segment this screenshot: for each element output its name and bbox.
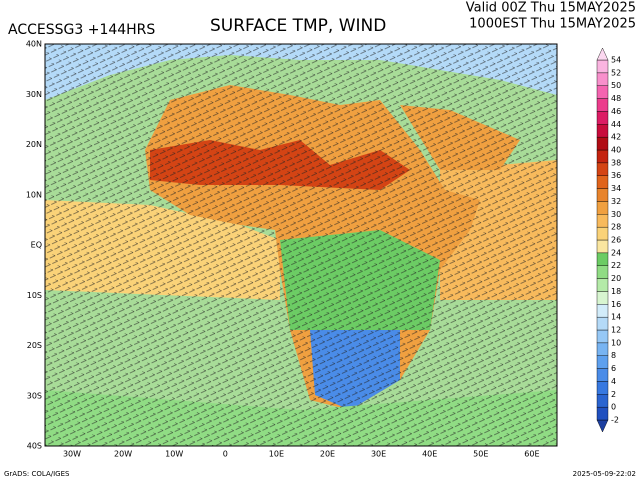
colorbar-label: 40: [611, 146, 621, 155]
timestamp: 2025-05-09-22:02: [573, 470, 636, 478]
local-time: 1000EST Thu 15MAY2025: [469, 17, 636, 32]
colorbar-label: 4: [611, 377, 616, 386]
lon-label: 10E: [269, 450, 284, 459]
colorbar-label: 34: [611, 184, 621, 193]
colorbar-box: [596, 342, 609, 356]
lon-label: 0: [223, 450, 228, 459]
lon-label: 20E: [320, 450, 335, 459]
colorbar-box: [596, 381, 609, 395]
lon-label: 10W: [165, 450, 183, 459]
colorbar-label: 14: [611, 313, 621, 322]
lon-label: 50E: [473, 450, 488, 459]
colorbar-box: [596, 278, 609, 292]
colorbar-label: 12: [611, 326, 621, 335]
valid-time: Valid 00Z Thu 15MAY2025: [466, 1, 636, 16]
colorbar-label: 50: [611, 81, 621, 90]
colorbar-label: 16: [611, 300, 621, 309]
colorbar-box: [596, 316, 609, 331]
colorbar-box: [596, 355, 609, 369]
colorbar-box: [596, 72, 609, 86]
colorbar-box: [596, 111, 609, 125]
colorbar-label: 10: [611, 338, 621, 347]
map-title: SURFACE TMP, WIND: [210, 16, 386, 36]
colorbar-label: 32: [611, 197, 621, 206]
lat-label: 10S: [27, 291, 42, 300]
colorbar-label: 36: [611, 171, 621, 180]
colorbar-arrow-low: [596, 419, 609, 433]
colorbar-box: [596, 188, 609, 202]
lat-label: 20N: [26, 140, 42, 149]
lon-label: 30W: [63, 450, 81, 459]
colorbar-box: [596, 136, 609, 151]
axes: 40N 30N 20N 10N EQ 10S 20S 30S 40S 30W 20W 10W 0 10E 2…: [26, 40, 540, 459]
lon-label: 60E: [524, 450, 539, 459]
colorbar-box: [596, 394, 609, 408]
colorbar-label: 26: [611, 236, 621, 245]
colorbar-box: [596, 239, 609, 254]
colorbar-label: 0: [611, 403, 616, 412]
colorbar-label: 22: [611, 261, 621, 270]
colorbar-box: [596, 214, 609, 228]
colorbar-label: 46: [611, 107, 621, 116]
colorbar-label: 8: [611, 351, 616, 360]
colorbar-label: 48: [611, 94, 621, 103]
lon-label: 20W: [114, 450, 132, 459]
lat-label: EQ: [31, 241, 42, 250]
colorbar-box: [596, 406, 609, 421]
model-label: ACCESSG3 +144HRS: [8, 22, 155, 38]
colorbar-box: [596, 98, 609, 112]
lat-label: 40N: [26, 40, 42, 49]
lat-label: 10N: [26, 190, 42, 199]
colorbar-label: 18: [611, 287, 621, 296]
colorbar-label: 20: [611, 274, 621, 283]
colorbar-label: 42: [611, 133, 621, 142]
lat-label: 40S: [27, 442, 42, 451]
colorbar-label: 52: [611, 68, 621, 77]
colorbar-label: 24: [611, 248, 621, 257]
colorbar-box: [596, 85, 609, 99]
colorbar-box: [596, 59, 609, 74]
colorbar-box: [596, 329, 609, 344]
wind-vectors: [45, 44, 557, 446]
colorbar-label: -2: [611, 416, 619, 425]
lon-label: 40E: [422, 450, 437, 459]
colorbar-box: [596, 226, 609, 241]
colorbar-label: 38: [611, 158, 621, 167]
colorbar-box: [596, 291, 609, 305]
lat-label: 20S: [27, 341, 42, 350]
map-field: [44, 43, 558, 447]
lat-label: 30N: [26, 90, 42, 99]
colorbar-label: 54: [611, 56, 621, 65]
colorbar: -202468101214161820222426283032343638404…: [596, 47, 621, 433]
colorbar-label: 44: [611, 120, 621, 129]
colorbar-box: [596, 368, 609, 382]
colorbar-label: 6: [611, 364, 616, 373]
colorbar-label: 28: [611, 223, 621, 232]
colorbar-box: [596, 149, 609, 164]
colorbar-box: [596, 124, 609, 138]
colorbar-label: 2: [611, 390, 616, 399]
colorbar-box: [596, 175, 609, 189]
lat-label: 30S: [27, 391, 42, 400]
colorbar-box: [596, 265, 609, 279]
colorbar-box: [596, 252, 609, 266]
colorbar-box: [596, 201, 609, 215]
colorbar-box: [596, 162, 609, 176]
credit: GrADS: COLA/IGES: [4, 470, 70, 478]
map-frame: [44, 43, 558, 447]
colorbar-label: 30: [611, 210, 621, 219]
lon-label: 30E: [371, 450, 386, 459]
colorbar-box: [596, 304, 609, 318]
colorbar-arrow-high: [596, 47, 609, 61]
